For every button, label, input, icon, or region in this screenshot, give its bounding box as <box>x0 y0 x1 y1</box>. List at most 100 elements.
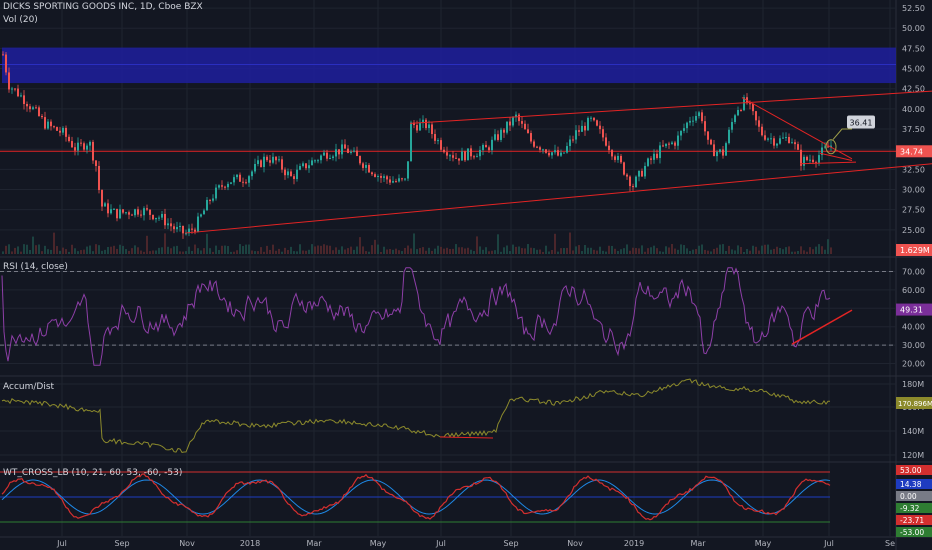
candle-body <box>731 122 733 130</box>
volume-bar <box>323 244 325 254</box>
volume-bar <box>626 244 628 254</box>
candle-body <box>542 149 544 151</box>
candles-group <box>2 51 832 239</box>
trendline <box>819 152 853 161</box>
candle-body <box>503 129 505 133</box>
candle-body <box>440 140 442 150</box>
candle-body <box>530 133 532 142</box>
accumdist-tick-label: 140M <box>902 427 924 436</box>
candle-body <box>770 138 772 140</box>
candle-body <box>104 203 106 207</box>
candle-body <box>761 126 763 136</box>
volume-bar <box>773 248 775 254</box>
price-tick-label: 42.50 <box>902 85 925 94</box>
volume-bar <box>98 245 100 254</box>
volume-bar <box>395 248 397 254</box>
candle-body <box>809 159 811 161</box>
candle-body <box>614 156 616 160</box>
volume-bar <box>53 232 55 254</box>
candle-body <box>446 152 448 156</box>
accumdist-legend: Accum/Dist <box>3 382 55 392</box>
candle-body <box>608 145 610 151</box>
candle-body <box>509 121 511 126</box>
candle-body <box>212 198 214 201</box>
volume-bar <box>521 248 523 254</box>
volume-bar <box>722 244 724 254</box>
volume-bar <box>410 248 412 254</box>
volume-bar <box>698 245 700 254</box>
candle-body <box>605 137 607 146</box>
candle-body <box>272 156 274 163</box>
volume-bar <box>173 246 175 254</box>
volume-bar <box>719 244 721 254</box>
volume-bar <box>830 247 832 254</box>
candle-body <box>413 122 415 126</box>
candle-body <box>824 146 826 148</box>
candle-body <box>167 223 169 226</box>
candle-body <box>779 138 781 144</box>
volume-bar <box>62 247 64 254</box>
candle-body <box>170 223 172 227</box>
candle-body <box>728 129 730 144</box>
candle-body <box>98 165 100 191</box>
volume-bar <box>800 246 802 254</box>
candle-body <box>719 149 721 152</box>
volume-bar <box>725 250 727 254</box>
candle-body <box>782 137 784 139</box>
candle-body <box>575 130 577 140</box>
x-tick-label: Nov <box>567 539 583 548</box>
candle-body <box>644 165 646 177</box>
volume-bar <box>341 246 343 254</box>
candle-body <box>296 169 298 180</box>
volume-bar <box>245 244 247 254</box>
candle-body <box>365 164 367 168</box>
volume-bar <box>404 247 406 254</box>
wt-tag-bg <box>896 503 932 513</box>
volume-bar <box>260 247 262 254</box>
candle-body <box>683 128 685 131</box>
candle-body <box>236 174 238 178</box>
candle-body <box>410 122 412 162</box>
volume-bar <box>263 251 265 254</box>
volume-bar <box>107 246 109 254</box>
volume-bar <box>125 249 127 254</box>
volume-bar <box>140 250 142 254</box>
volume-bar <box>758 250 760 254</box>
volume-bar <box>569 232 571 254</box>
candle-body <box>431 124 433 135</box>
candle-body <box>248 176 250 183</box>
volume-bar <box>533 248 535 254</box>
volume-bar <box>764 244 766 254</box>
volume-bar <box>590 247 592 254</box>
candle-body <box>317 160 319 162</box>
volume-bar <box>731 249 733 254</box>
volume-bar <box>524 248 526 254</box>
candle-body <box>107 203 109 214</box>
candle-body <box>812 159 814 163</box>
volume-bar <box>818 244 820 254</box>
volume-group <box>2 232 832 254</box>
volume-bar <box>707 250 709 254</box>
volume-bar <box>740 247 742 254</box>
volume-bar <box>701 244 703 254</box>
candle-body <box>563 152 565 154</box>
candle-body <box>740 110 742 112</box>
rsi-line <box>1 267 831 366</box>
volume-tag-label: 1.629M <box>900 246 930 255</box>
volume-bar <box>473 251 475 254</box>
candle-body <box>71 141 73 148</box>
accumdist-line <box>1 378 830 453</box>
volume-bar <box>377 244 379 254</box>
volume-bar <box>821 246 823 254</box>
volume-bar <box>506 245 508 254</box>
volume-bar <box>572 250 574 254</box>
candle-body <box>476 156 478 158</box>
candle-body <box>755 111 757 121</box>
volume-bar <box>203 248 205 254</box>
volume-bar <box>239 244 241 254</box>
x-tick-label: Mar <box>306 539 322 548</box>
candle-body <box>146 208 148 210</box>
wt-tag-label: 53.00 <box>900 466 922 475</box>
